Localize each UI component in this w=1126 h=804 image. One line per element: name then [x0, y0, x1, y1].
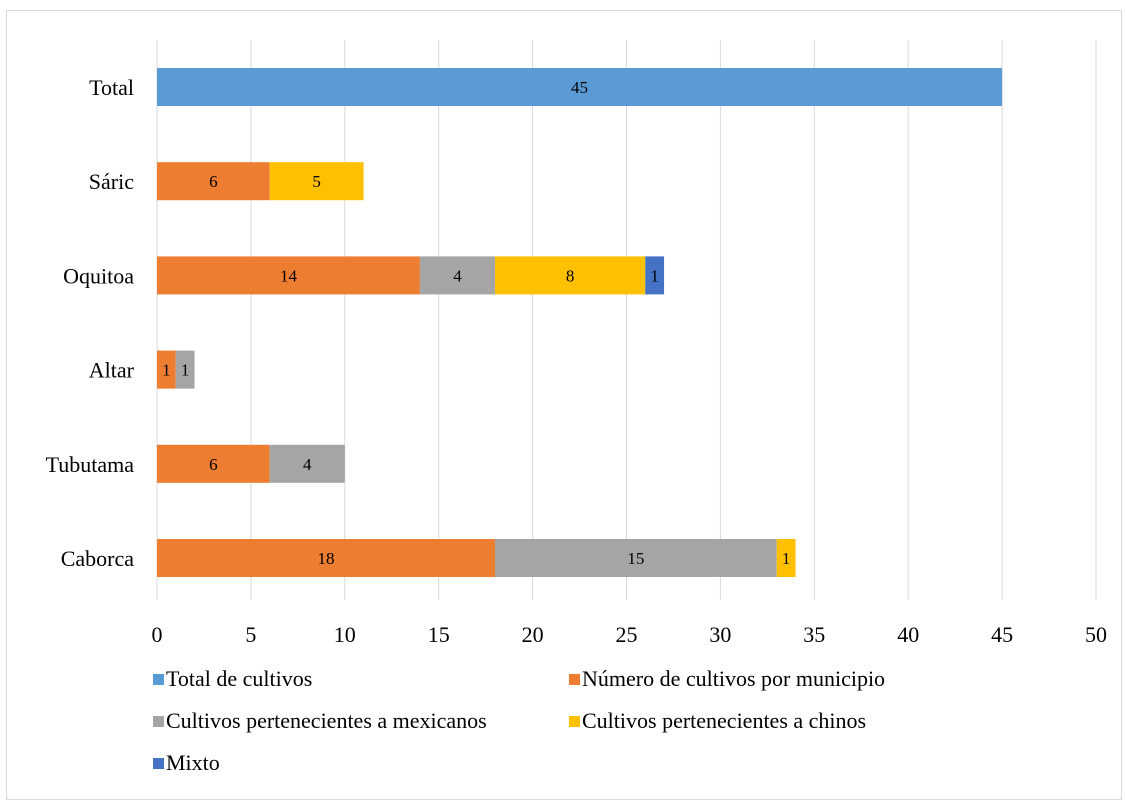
data-label-oquitoa-numero-de-cultivos-por-municipio: 14: [280, 266, 298, 285]
x-tick-label-25: 25: [616, 622, 638, 647]
category-label-caborca: Caborca: [61, 546, 135, 571]
bar-caborca-cultivos-pertenecientes-a-mexicanos: [495, 539, 777, 577]
legend-label-cultivos-pertenecientes-a-mexicanos: Cultivos pertenecientes a mexicanos: [166, 708, 487, 733]
x-tick-label-50: 50: [1085, 622, 1107, 647]
x-tick-label-10: 10: [334, 622, 356, 647]
legend-swatch-numero-de-cultivos-por-municipio: [569, 674, 580, 685]
category-label-altar: Altar: [89, 358, 135, 383]
bar-altar-cultivos-pertenecientes-a-mexicanos: [175, 350, 195, 389]
bar-oquitoa-mixto: [645, 256, 665, 295]
legend-swatch-cultivos-pertenecientes-a-chinos: [569, 716, 580, 727]
bar-oquitoa-cultivos-pertenecientes-a-mexicanos: [419, 256, 496, 295]
bar-total-total-de-cultivos: [157, 68, 1003, 106]
data-label-tubutama-cultivos-pertenecientes-a-mexicanos: 4: [303, 455, 312, 474]
bar-saric-numero-de-cultivos-por-municipio: [157, 162, 270, 201]
data-label-caborca-numero-de-cultivos-por-municipio: 18: [318, 549, 335, 568]
data-label-caborca-cultivos-pertenecientes-a-chinos: 1: [782, 549, 791, 568]
legend-swatch-cultivos-pertenecientes-a-mexicanos: [153, 716, 164, 727]
x-tick-label-20: 20: [522, 622, 544, 647]
category-label-oquitoa: Oquitoa: [63, 263, 134, 288]
bar-oquitoa-numero-de-cultivos-por-municipio: [157, 256, 420, 295]
x-tick-label-45: 45: [991, 622, 1013, 647]
bar-caborca-numero-de-cultivos-por-municipio: [157, 539, 496, 577]
x-tick-label-40: 40: [897, 622, 919, 647]
bar-tubutama-cultivos-pertenecientes-a-mexicanos: [269, 444, 345, 483]
bar-saric-cultivos-pertenecientes-a-chinos: [269, 162, 364, 201]
x-tick-label-30: 30: [709, 622, 731, 647]
chart-frame: [6, 10, 1122, 800]
legend-label-numero-de-cultivos-por-municipio: Número de cultivos por municipio: [582, 666, 885, 691]
data-label-tubutama-numero-de-cultivos-por-municipio: 6: [209, 455, 218, 474]
data-label-caborca-cultivos-pertenecientes-a-mexicanos: 15: [627, 549, 644, 568]
bar-altar-numero-de-cultivos-por-municipio: [157, 350, 176, 389]
data-label-oquitoa-mixto: 1: [650, 266, 659, 285]
data-label-oquitoa-cultivos-pertenecientes-a-mexicanos: 4: [453, 266, 462, 285]
bar-oquitoa-cultivos-pertenecientes-a-chinos: [495, 256, 646, 295]
legend-swatch-mixto: [153, 758, 164, 769]
legend-swatch-total-de-cultivos: [153, 674, 164, 685]
data-label-oquitoa-cultivos-pertenecientes-a-chinos: 8: [566, 266, 575, 285]
category-label-total: Total: [89, 75, 134, 100]
x-tick-label-0: 0: [152, 622, 163, 647]
legend-label-cultivos-pertenecientes-a-chinos: Cultivos pertenecientes a chinos: [582, 708, 866, 733]
data-label-saric-cultivos-pertenecientes-a-chinos: 5: [312, 172, 321, 191]
legend-label-mixto: Mixto: [166, 750, 220, 775]
bar-caborca-cultivos-pertenecientes-a-chinos: [776, 539, 796, 577]
category-label-saric: Sáric: [89, 169, 134, 194]
data-label-altar-numero-de-cultivos-por-municipio: 1: [162, 361, 171, 380]
bar-tubutama-numero-de-cultivos-por-municipio: [157, 444, 270, 483]
category-label-tubutama: Tubutama: [46, 452, 135, 477]
x-tick-label-5: 5: [245, 622, 256, 647]
legend-label-total-de-cultivos: Total de cultivos: [166, 666, 312, 691]
data-label-total-total-de-cultivos: 45: [571, 78, 588, 97]
data-label-altar-cultivos-pertenecientes-a-mexicanos: 1: [181, 361, 190, 380]
x-tick-label-15: 15: [428, 622, 450, 647]
x-tick-label-35: 35: [803, 622, 825, 647]
data-label-saric-numero-de-cultivos-por-municipio: 6: [209, 172, 218, 191]
